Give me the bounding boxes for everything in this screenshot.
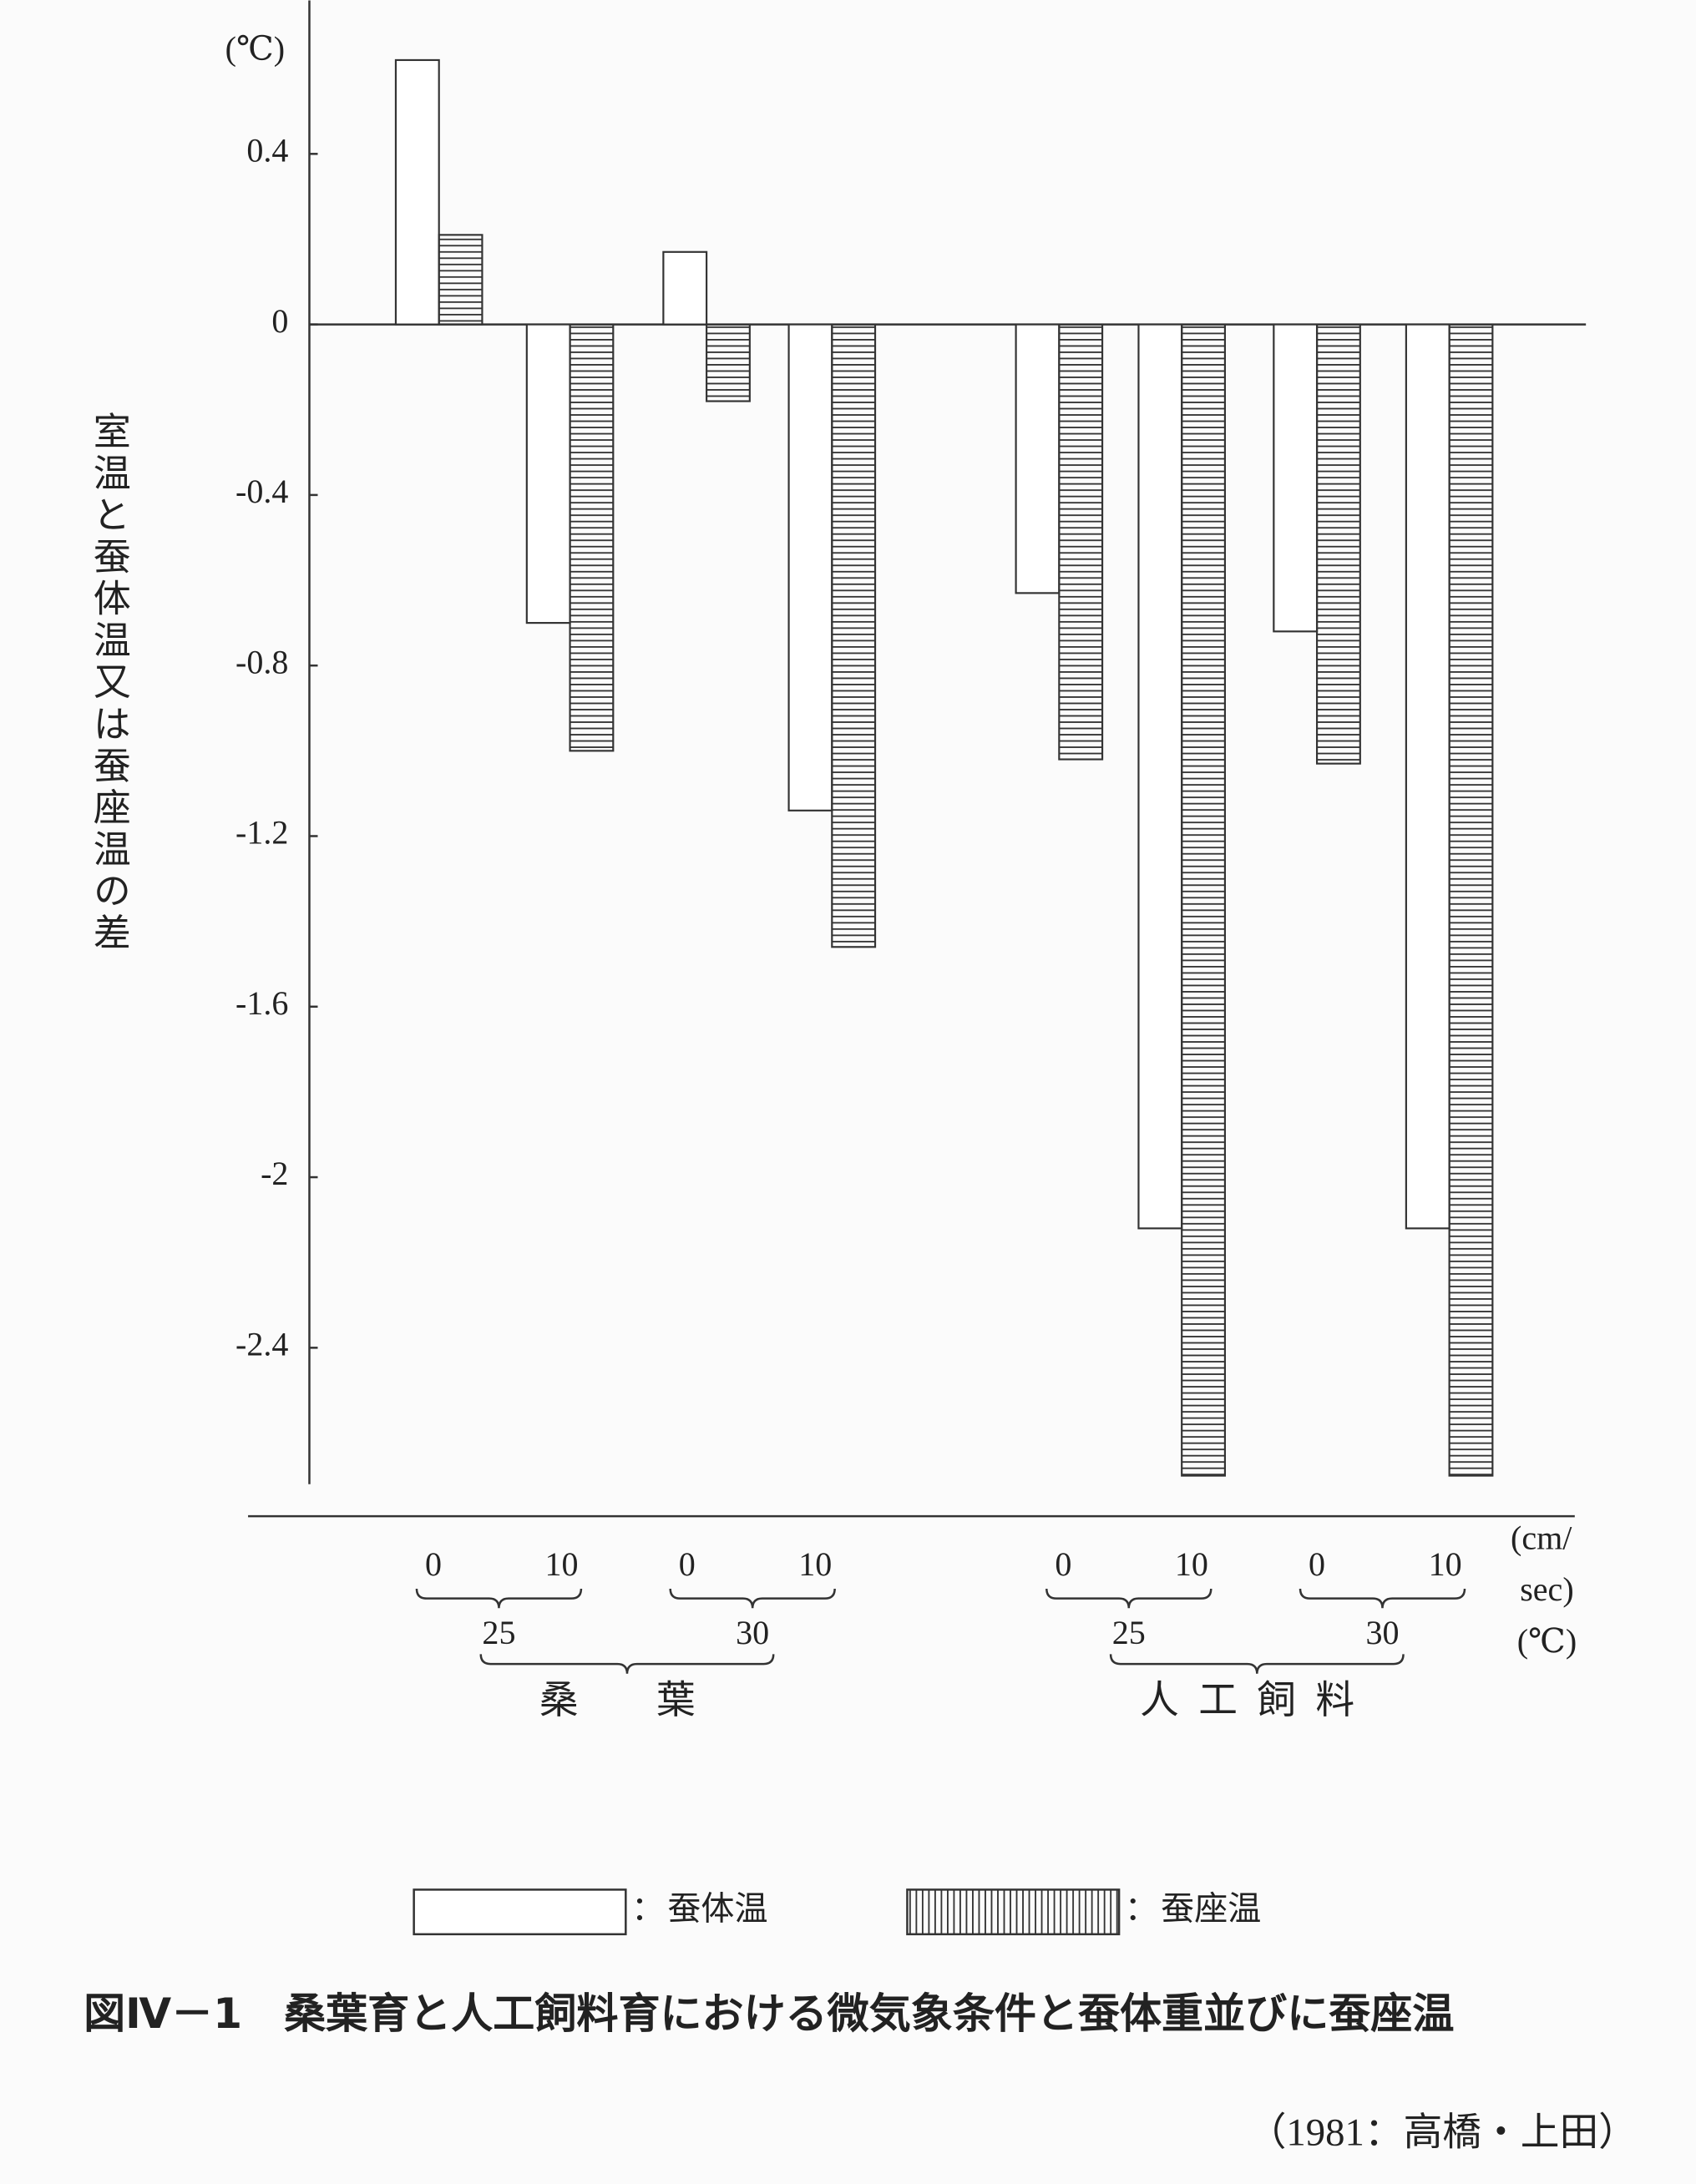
x-tick-label: 10 bbox=[1175, 1545, 1208, 1583]
bar bbox=[1448, 323, 1494, 1477]
x-tick-label: 0 bbox=[1309, 1545, 1325, 1583]
y-tick-label: -2.4 bbox=[235, 1326, 288, 1363]
bar bbox=[438, 234, 483, 326]
group-label: 30 bbox=[1365, 1614, 1399, 1651]
legend-label: 蚕座温 bbox=[1161, 1889, 1261, 1927]
bar bbox=[1058, 323, 1104, 761]
supergroup-brace bbox=[479, 1654, 775, 1674]
bar bbox=[831, 323, 877, 948]
legend-separator: ： bbox=[1125, 1889, 1158, 1927]
bar bbox=[1015, 323, 1061, 594]
group-brace bbox=[1299, 1588, 1466, 1609]
x-tick-label: 10 bbox=[1429, 1545, 1462, 1583]
bar bbox=[394, 58, 440, 326]
y-tick-label: 0 bbox=[271, 302, 288, 340]
group-brace bbox=[415, 1588, 583, 1609]
source: （1981：高橋・上田） bbox=[1248, 2111, 1638, 2155]
y-tick-label: -2 bbox=[261, 1155, 288, 1192]
legend-label: 蚕体温 bbox=[667, 1889, 767, 1927]
legend-separator: ： bbox=[631, 1889, 665, 1927]
bar bbox=[569, 323, 615, 752]
group-unit: (℃) bbox=[1517, 1622, 1577, 1660]
bar bbox=[1315, 323, 1361, 765]
group-label: 25 bbox=[482, 1614, 515, 1651]
group-label: 25 bbox=[1112, 1614, 1146, 1651]
y-tick-label: -0.8 bbox=[235, 643, 288, 680]
caption: 図Ⅳ－1 桑葉育と人工飼料育における微気象条件と蚕体重並びに蚕座温 bbox=[84, 1989, 1454, 2038]
supergroup-label: 桑 葉 bbox=[539, 1679, 715, 1722]
y-tick-label: 0.4 bbox=[246, 131, 288, 169]
y-tick-label: -1.2 bbox=[235, 814, 288, 852]
group-brace bbox=[1045, 1588, 1213, 1609]
bar bbox=[1181, 323, 1227, 1477]
bar bbox=[1137, 323, 1183, 1230]
group-brace bbox=[669, 1588, 836, 1609]
y-tick-label: -0.4 bbox=[235, 473, 288, 510]
bar bbox=[787, 323, 833, 811]
x-tick-label: 0 bbox=[425, 1545, 442, 1583]
y-unit: (℃) bbox=[225, 29, 285, 67]
y-axis-label: 室温と蚕体温又は蚕座温の差 bbox=[88, 411, 130, 954]
x-unit: sec) bbox=[1520, 1570, 1573, 1608]
legend-swatch bbox=[413, 1888, 627, 1936]
x-tick-label: 0 bbox=[679, 1545, 696, 1583]
legend-swatch bbox=[906, 1888, 1121, 1936]
bar bbox=[662, 250, 708, 326]
bar bbox=[525, 323, 571, 624]
bar bbox=[706, 323, 751, 402]
y-tick-label: -1.6 bbox=[235, 984, 288, 1022]
group-label: 30 bbox=[736, 1614, 769, 1651]
x-tick-label: 0 bbox=[1055, 1545, 1071, 1583]
bar bbox=[1405, 323, 1450, 1230]
bar bbox=[1273, 323, 1319, 633]
x-tick-label: 10 bbox=[798, 1545, 832, 1583]
x-unit: (cm/ bbox=[1511, 1519, 1572, 1556]
supergroup-brace bbox=[1109, 1654, 1405, 1674]
x-tick-label: 10 bbox=[545, 1545, 579, 1583]
supergroup-label: 人工飼料 bbox=[1140, 1679, 1374, 1722]
